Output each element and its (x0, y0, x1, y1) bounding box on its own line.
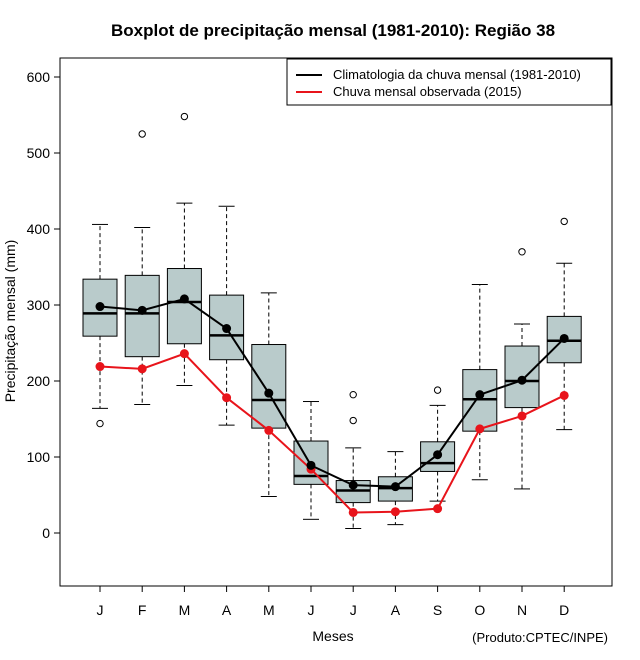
series-lines (95, 294, 569, 517)
y-tick-label: 400 (27, 221, 51, 237)
x-tick-label: J (97, 602, 104, 618)
boxplot-3 (166, 112, 202, 387)
series-point-observed (137, 364, 147, 374)
y-tick-label: 0 (42, 525, 50, 541)
x-tick-label: J (308, 602, 315, 618)
y-tick-label: 100 (27, 449, 51, 465)
series-point-observed (475, 424, 485, 434)
series-point-climatology (306, 460, 316, 470)
series-point-climatology (179, 294, 189, 304)
series-point-observed (264, 425, 274, 435)
series-point-observed (559, 390, 569, 400)
series-point-observed (95, 362, 105, 372)
y-axis: 0 100 200 300 400 500 600 (27, 69, 60, 541)
outlier-point (433, 386, 442, 394)
x-axis-label: Meses (312, 628, 353, 644)
y-axis-label: Precipitação mensal (mm) (2, 240, 18, 403)
outlier-point (96, 419, 104, 428)
plot-frame (59, 57, 613, 587)
credit-text: (Produto:CPTEC/INPE) (472, 630, 608, 645)
legend-frame (286, 58, 612, 106)
series-point-observed (433, 504, 443, 514)
boxplot-7 (335, 390, 371, 529)
boxplot-1 (82, 223, 118, 428)
series-point-climatology (517, 375, 527, 385)
x-tick-label: O (474, 602, 485, 618)
series-point-observed (390, 507, 400, 517)
outlier-point (349, 416, 357, 425)
x-tick-label: A (391, 602, 401, 618)
x-tick-label: A (222, 602, 232, 618)
chart-title: Boxplot de precipitação mensal (1981-201… (111, 21, 555, 40)
series-point-climatology (222, 324, 232, 334)
outlier-point (349, 390, 357, 399)
x-tick-label: N (517, 602, 527, 618)
boxplot-6 (293, 401, 329, 520)
outlier-point (560, 217, 568, 226)
series-point-climatology (348, 480, 358, 490)
y-tick-label: 600 (27, 69, 51, 85)
legend-label-climatology: Climatologia da chuva mensal (1981-2010) (333, 67, 581, 82)
y-tick-label: 200 (27, 373, 51, 389)
outlier-point (138, 130, 146, 138)
x-tick-label: M (263, 602, 275, 618)
series-point-climatology (390, 482, 400, 492)
x-tick-label: M (179, 602, 191, 618)
x-tick-label: J (350, 602, 357, 618)
boxplot-9 (420, 386, 456, 502)
x-tick-label: D (559, 602, 569, 618)
series-point-climatology (475, 390, 485, 400)
series-point-observed (517, 411, 527, 421)
x-tick-label: S (433, 602, 442, 618)
boxplot-2 (124, 130, 160, 406)
box-group (82, 112, 582, 529)
iqr-box (251, 344, 287, 429)
series-point-climatology (433, 450, 443, 460)
series-point-observed (179, 349, 189, 359)
series-point-climatology (264, 388, 274, 398)
series-line-observed (99, 352, 565, 514)
series-line-climatology (99, 297, 565, 488)
outlier-point (518, 248, 526, 256)
y-tick-label: 300 (27, 297, 51, 313)
boxplot-4 (209, 205, 245, 426)
outlier-point (180, 112, 189, 121)
legend: Climatologia da chuva mensal (1981-2010)… (286, 58, 612, 106)
x-tick-label: F (138, 602, 147, 618)
legend-label-observed: Chuva mensal observada (2015) (333, 84, 522, 99)
y-tick-label: 500 (27, 145, 51, 161)
series-point-climatology (137, 305, 147, 315)
series-point-observed (348, 507, 358, 517)
iqr-box (124, 274, 160, 358)
boxplot-10 (462, 283, 498, 481)
series-point-climatology (95, 302, 105, 312)
series-point-observed (222, 393, 232, 403)
series-point-climatology (559, 333, 569, 343)
